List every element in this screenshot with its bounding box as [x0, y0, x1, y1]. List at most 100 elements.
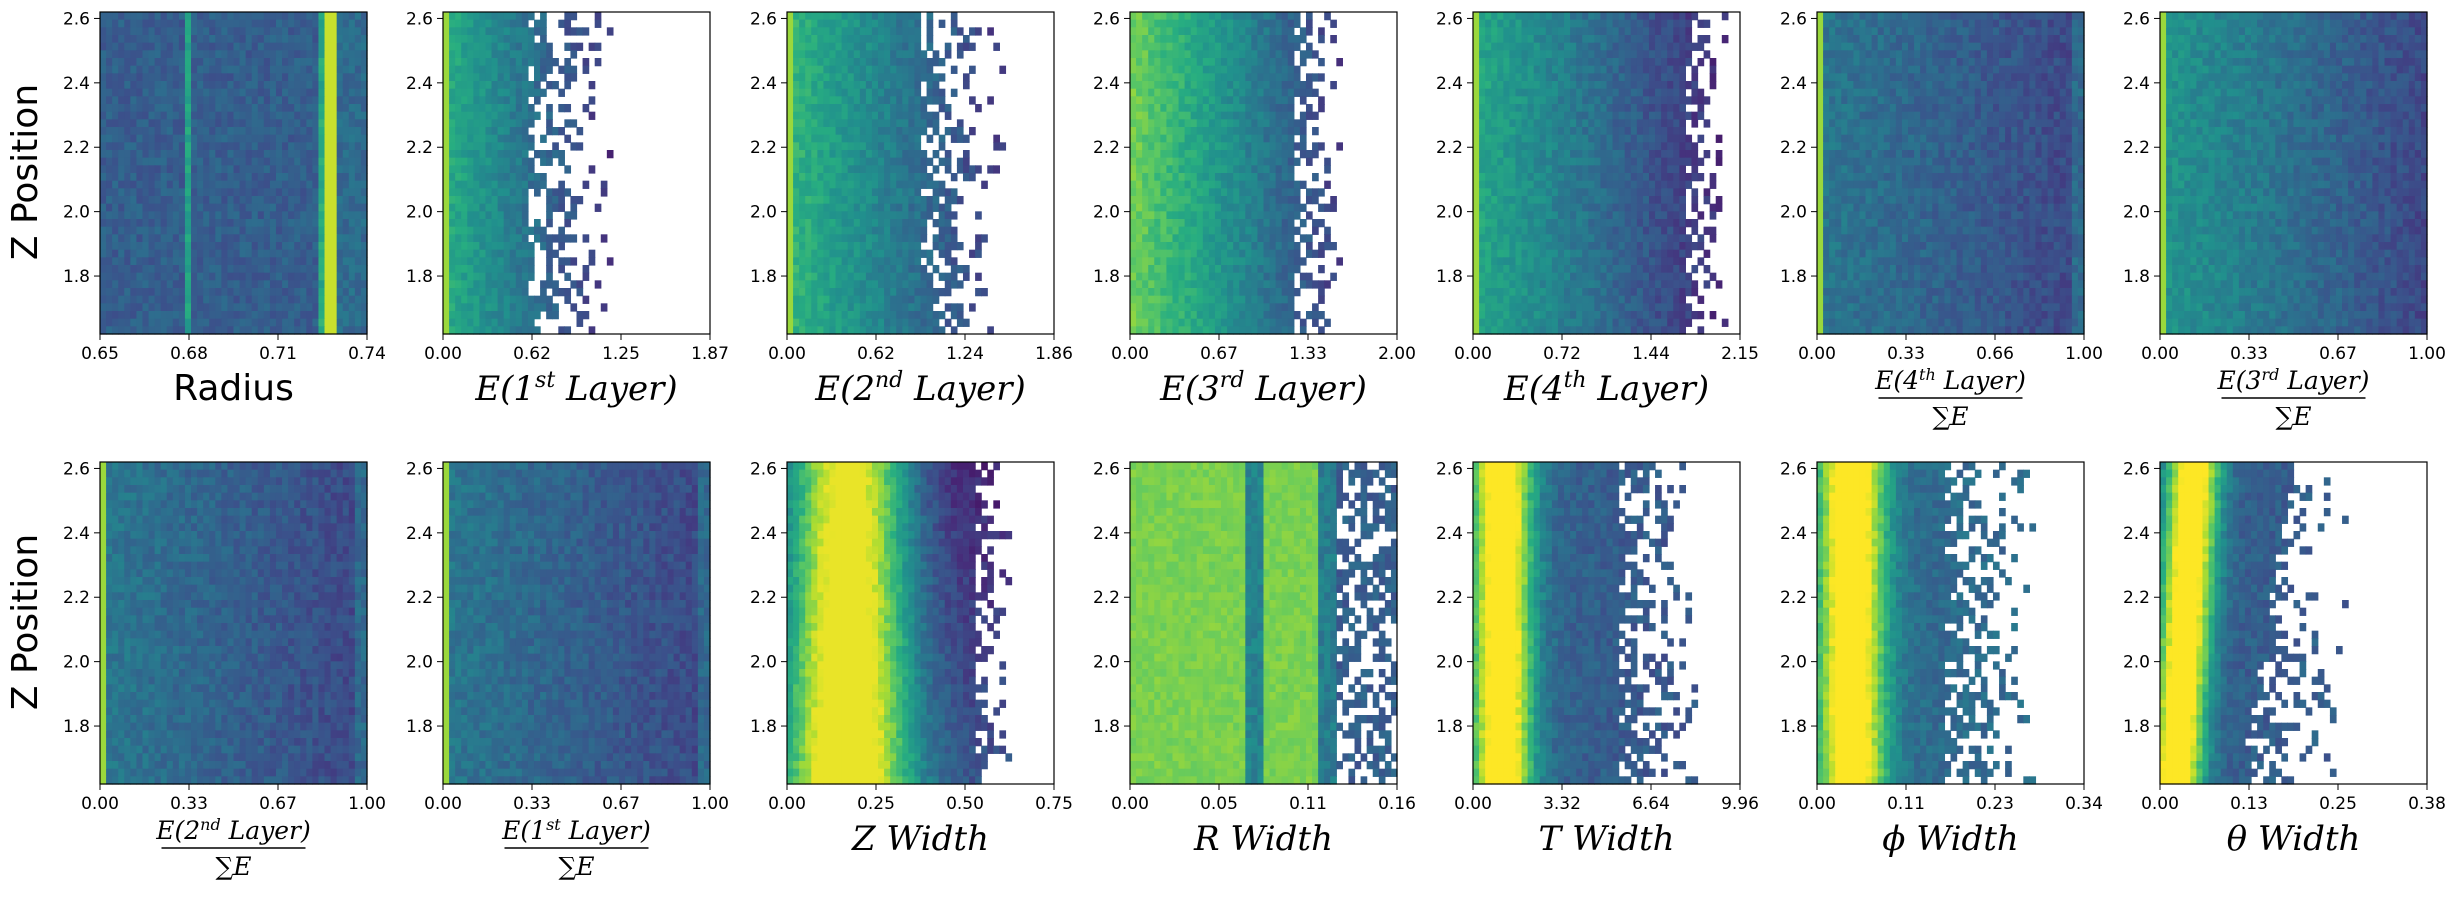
heatmap-cell	[522, 73, 529, 81]
heatmap-cell	[179, 303, 186, 311]
heatmap-cell	[112, 43, 119, 51]
heatmap-cell	[252, 211, 259, 219]
heatmap-cell	[264, 181, 271, 189]
heatmap-cell	[215, 188, 222, 196]
heatmap-cell	[449, 119, 456, 127]
heatmap-cell	[124, 296, 131, 304]
heatmap-cell	[149, 188, 156, 196]
heatmap-cell	[191, 234, 198, 242]
heatmap-cell	[191, 196, 198, 204]
heatmap-cell	[337, 265, 344, 273]
heatmap-cell	[270, 81, 277, 89]
heatmap-cell	[455, 20, 462, 28]
heatmap-cell	[443, 181, 450, 189]
heatmap-cell	[355, 188, 362, 196]
heatmap-cell	[149, 43, 156, 51]
heatmap-cell	[288, 196, 295, 204]
heatmap-cell	[504, 43, 511, 51]
heatmap-cell	[124, 165, 131, 173]
heatmap-cell	[270, 127, 277, 135]
heatmap-cell	[306, 250, 313, 258]
heatmap-cell	[595, 12, 602, 20]
heatmap-cell	[270, 12, 277, 20]
heatmap-cell	[355, 58, 362, 66]
heatmap-cell	[522, 127, 529, 135]
heatmap-cell	[516, 234, 523, 242]
heatmap-cell	[215, 58, 222, 66]
heatmap-cell	[136, 150, 143, 158]
heatmap-cell	[479, 234, 486, 242]
heatmap-cell	[349, 35, 356, 43]
heatmap-cell	[355, 119, 362, 127]
heatmap-cell	[294, 250, 301, 258]
heatmap-cell	[449, 96, 456, 104]
heatmap-cell	[276, 196, 283, 204]
heatmap-cell	[492, 219, 499, 227]
heatmap-cell	[227, 257, 234, 265]
heatmap-cell	[306, 50, 313, 58]
heatmap-cell	[112, 326, 119, 334]
heatmap-cell	[564, 119, 571, 127]
heatmap-cell	[264, 227, 271, 235]
heatmap-cell	[112, 58, 119, 66]
heatmap-cell	[227, 326, 234, 334]
heatmap-cell	[124, 181, 131, 189]
heatmap-cell	[155, 219, 162, 227]
heatmap-cell	[100, 265, 107, 273]
heatmap-cell	[276, 127, 283, 135]
heatmap-cell	[124, 280, 131, 288]
heatmap-cell	[246, 50, 253, 58]
heatmap-cell	[479, 35, 486, 43]
heatmap-cell	[197, 296, 204, 304]
heatmap-cell	[161, 96, 168, 104]
heatmap-cell	[443, 204, 450, 212]
heatmap-cell	[264, 20, 271, 28]
heatmap-cell	[300, 326, 307, 334]
heatmap-cell	[510, 135, 517, 143]
heatmap-cell	[288, 204, 295, 212]
heatmap-cell	[185, 66, 192, 74]
heatmap-cell	[343, 173, 350, 181]
heatmap-cell	[185, 104, 192, 112]
heatmap-cell	[473, 35, 480, 43]
heatmap-cell	[142, 96, 149, 104]
heatmap-cell	[449, 242, 456, 250]
heatmap-cell	[294, 242, 301, 250]
heatmap-cell	[234, 112, 241, 120]
heatmap-cell	[155, 280, 162, 288]
heatmap-cell	[258, 135, 265, 143]
heatmap-cell	[221, 311, 228, 319]
heatmap-cell	[130, 296, 137, 304]
heatmap-cell	[583, 104, 590, 112]
heatmap-cell	[485, 43, 492, 51]
heatmap-cell	[325, 104, 332, 112]
heatmap-cell	[349, 288, 356, 296]
heatmap-cell	[130, 204, 137, 212]
heatmap-cell	[455, 242, 462, 250]
heatmap-panel: 1.82.02.22.42.60.65 0.68 0.71 0.74Radius	[63, 9, 386, 409]
heatmap-cell	[112, 158, 119, 166]
heatmap-cell	[167, 73, 174, 81]
heatmap-cell	[492, 119, 499, 127]
heatmap-cell	[149, 257, 156, 265]
heatmap-cell	[288, 211, 295, 219]
heatmap-cell	[522, 234, 529, 242]
heatmap-cell	[215, 288, 222, 296]
heatmap-cell	[479, 227, 486, 235]
heatmap-cell	[149, 250, 156, 258]
heatmap-cell	[252, 296, 259, 304]
heatmap-cell	[191, 150, 198, 158]
heatmap-cell	[504, 20, 511, 28]
heatmap-cell	[215, 20, 222, 28]
heatmap-cell	[136, 188, 143, 196]
heatmap-cell	[443, 127, 450, 135]
heatmap-cell	[234, 73, 241, 81]
heatmap-cell	[300, 303, 307, 311]
heatmap-cell	[349, 12, 356, 20]
heatmap-cell	[161, 73, 168, 81]
heatmap-cell	[355, 211, 362, 219]
heatmap-cell	[510, 43, 517, 51]
heatmap-cell	[312, 326, 319, 334]
heatmap-cell	[337, 119, 344, 127]
heatmap-cell	[149, 319, 156, 327]
